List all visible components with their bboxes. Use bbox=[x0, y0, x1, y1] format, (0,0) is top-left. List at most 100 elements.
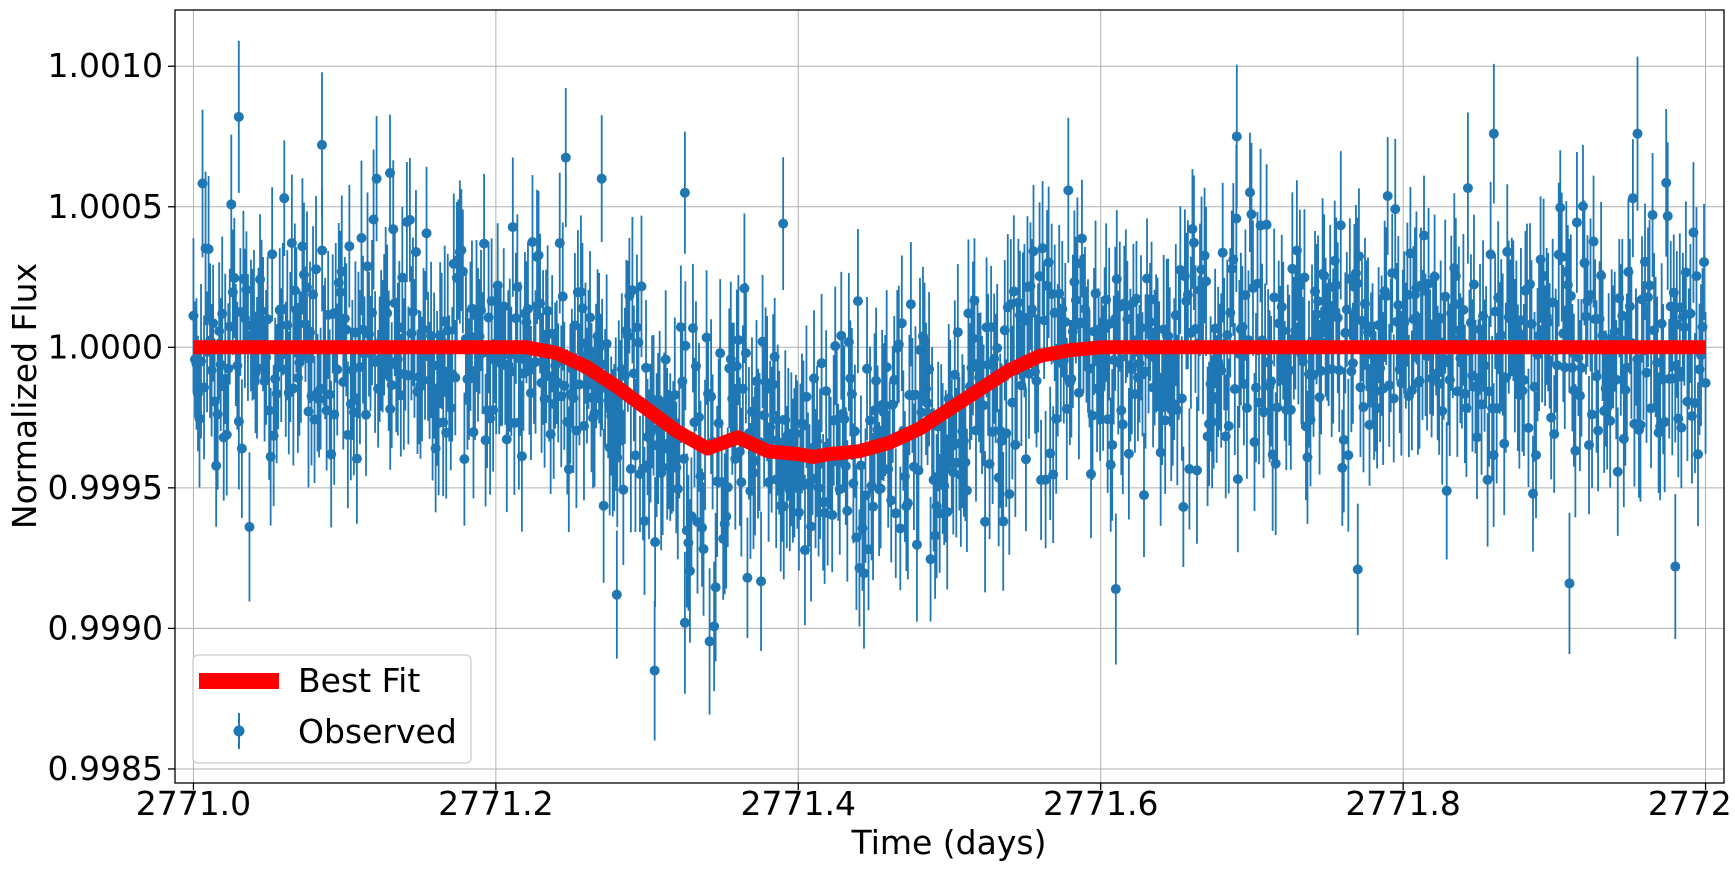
observed-point bbox=[1347, 358, 1358, 369]
observed-point bbox=[1131, 293, 1142, 304]
observed-point bbox=[1258, 406, 1269, 417]
observed-point bbox=[611, 589, 622, 600]
observed-point bbox=[1691, 271, 1702, 282]
observed-point bbox=[1576, 362, 1587, 373]
x-tick-label: 2771.6 bbox=[1043, 784, 1158, 823]
observed-point bbox=[916, 407, 927, 418]
legend: Best Fit Observed bbox=[192, 654, 472, 764]
observed-point bbox=[1624, 301, 1635, 312]
observed-point bbox=[382, 308, 393, 319]
observed-point bbox=[1123, 448, 1134, 459]
observed-point bbox=[1070, 295, 1081, 306]
observed-point bbox=[806, 521, 817, 532]
observed-point bbox=[1086, 469, 1097, 480]
observed-point bbox=[589, 408, 600, 419]
observed-point bbox=[739, 283, 750, 294]
y-tick-label: 0.9990 bbox=[48, 608, 163, 647]
observed-point bbox=[722, 482, 733, 493]
observed-point bbox=[1145, 316, 1156, 327]
observed-point bbox=[442, 325, 453, 336]
observed-point bbox=[1644, 280, 1655, 291]
observed-point bbox=[772, 415, 783, 426]
observed-point bbox=[650, 537, 661, 548]
observed-point bbox=[1338, 434, 1349, 445]
observed-point bbox=[1659, 416, 1670, 427]
observed-point bbox=[1060, 316, 1071, 327]
observed-point bbox=[942, 506, 953, 517]
observed-point bbox=[1020, 454, 1031, 465]
observed-point bbox=[1139, 490, 1149, 501]
observed-point bbox=[1699, 257, 1710, 268]
observed-point bbox=[1241, 402, 1252, 413]
observed-point bbox=[468, 427, 479, 438]
observed-point bbox=[1284, 365, 1295, 376]
observed-point bbox=[1419, 230, 1430, 241]
observed-point bbox=[1676, 422, 1687, 433]
observed-point bbox=[1471, 432, 1482, 443]
observed-point bbox=[660, 354, 671, 365]
observed-point bbox=[1311, 309, 1322, 320]
observed-point bbox=[1565, 290, 1576, 301]
observed-point bbox=[339, 313, 350, 324]
observed-point bbox=[542, 305, 553, 316]
observed-point bbox=[1266, 376, 1277, 387]
x-tick-label: 2771.4 bbox=[741, 784, 856, 823]
observed-point bbox=[1549, 429, 1560, 440]
observed-point bbox=[533, 250, 544, 261]
observed-point bbox=[1656, 318, 1667, 329]
observed-point bbox=[706, 391, 717, 402]
observed-point bbox=[332, 364, 343, 375]
observed-point bbox=[996, 435, 1007, 446]
observed-point bbox=[675, 322, 686, 333]
observed-point bbox=[1313, 296, 1324, 307]
observed-point bbox=[1223, 421, 1234, 432]
observed-point bbox=[1496, 330, 1507, 341]
observed-point bbox=[233, 111, 244, 122]
observed-point bbox=[1458, 304, 1469, 315]
observed-point bbox=[1063, 185, 1074, 196]
observed-point bbox=[925, 554, 936, 565]
observed-point bbox=[1294, 280, 1305, 291]
observed-point bbox=[669, 389, 680, 400]
observed-point bbox=[1571, 217, 1582, 228]
observed-point bbox=[1278, 325, 1289, 336]
observed-point bbox=[715, 348, 726, 359]
observed-point bbox=[1352, 564, 1363, 575]
observed-point bbox=[1370, 386, 1381, 397]
observed-point bbox=[740, 348, 751, 359]
observed-point bbox=[456, 245, 467, 256]
observed-point bbox=[827, 509, 838, 520]
observed-point bbox=[450, 372, 461, 383]
observed-point bbox=[279, 193, 290, 204]
observed-point bbox=[1670, 561, 1681, 572]
observed-point bbox=[1449, 263, 1460, 274]
observed-point bbox=[1570, 445, 1581, 456]
observed-point bbox=[698, 544, 709, 555]
observed-point bbox=[1605, 415, 1616, 426]
observed-point bbox=[1232, 474, 1243, 485]
observed-point bbox=[264, 405, 275, 416]
observed-point bbox=[524, 365, 535, 376]
observed-point bbox=[680, 340, 691, 351]
observed-point bbox=[1517, 385, 1528, 396]
observed-point bbox=[1051, 413, 1062, 424]
observed-point bbox=[1441, 485, 1452, 496]
observed-point bbox=[1609, 326, 1620, 337]
observed-point bbox=[1437, 406, 1448, 417]
observed-point bbox=[840, 461, 851, 472]
observed-point bbox=[1485, 249, 1496, 260]
observed-point bbox=[1384, 380, 1395, 391]
observed-point bbox=[1155, 447, 1166, 458]
observed-point bbox=[1468, 279, 1479, 290]
observed-point bbox=[1632, 128, 1643, 139]
observed-point bbox=[890, 508, 901, 519]
observed-point bbox=[813, 483, 824, 494]
observed-point bbox=[1627, 193, 1638, 204]
observed-point bbox=[527, 237, 538, 248]
observed-point bbox=[1588, 236, 1599, 247]
observed-point bbox=[625, 463, 636, 474]
observed-point bbox=[880, 400, 891, 411]
observed-point bbox=[516, 451, 527, 462]
observed-point bbox=[341, 324, 352, 335]
observed-point bbox=[1692, 449, 1703, 460]
